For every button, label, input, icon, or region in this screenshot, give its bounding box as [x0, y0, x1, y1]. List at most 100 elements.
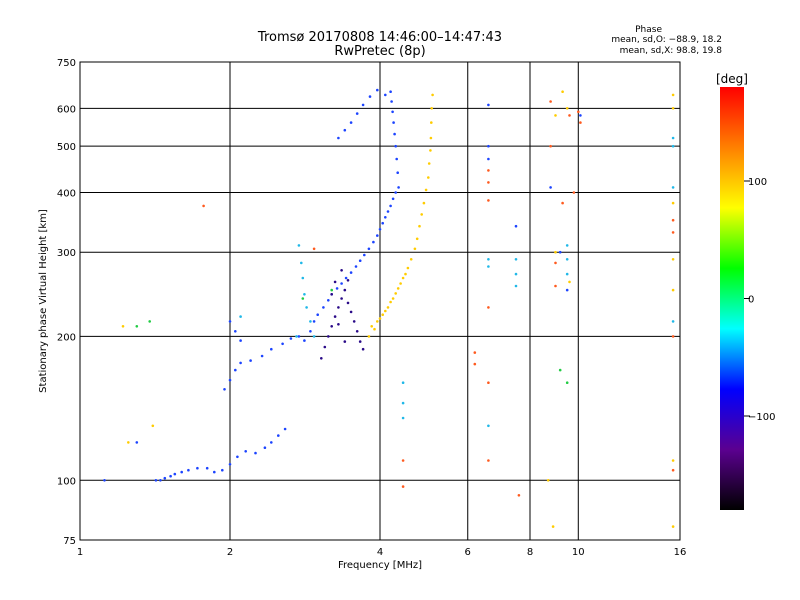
data-point [487, 157, 490, 161]
data-point [228, 378, 232, 382]
data-point [671, 136, 675, 140]
data-point [244, 450, 247, 453]
data-point [671, 93, 675, 97]
series-group [121, 90, 675, 528]
data-point [554, 114, 557, 117]
data-point [322, 306, 325, 309]
data-point [270, 441, 273, 444]
data-point [565, 288, 569, 292]
data-point [415, 237, 419, 241]
y-axis-label: Stationary phase Virtual Height [km] [38, 209, 49, 393]
data-point [671, 459, 675, 462]
data-point [391, 297, 395, 300]
chart-subtitle: RwPretec (8p) [334, 44, 425, 59]
data-point [239, 361, 242, 365]
data-point [254, 451, 257, 455]
data-point [154, 479, 158, 482]
data-point [346, 301, 350, 305]
data-point [389, 300, 392, 304]
data-point [514, 272, 518, 276]
data-point [579, 121, 582, 124]
data-point [376, 320, 379, 323]
x-tick-label: 10 [572, 547, 585, 558]
data-point [343, 340, 347, 343]
series-group [320, 269, 365, 360]
data-point [239, 315, 242, 318]
data-point [384, 216, 387, 219]
data-point [277, 434, 280, 437]
data-point [554, 284, 557, 288]
data-point [391, 197, 395, 201]
data-point [671, 468, 675, 472]
data-point [577, 110, 580, 114]
data-point [409, 258, 413, 261]
data-point [671, 320, 675, 323]
x-tick-label: 8 [527, 547, 533, 558]
data-point [554, 250, 557, 254]
data-point [349, 121, 353, 124]
data-point [473, 351, 477, 354]
data-point [401, 459, 405, 462]
data-point [487, 258, 490, 261]
data-point [363, 253, 366, 257]
data-point [343, 128, 347, 132]
data-point [427, 176, 430, 179]
series-group [202, 100, 675, 497]
data-point [221, 468, 224, 472]
data-point [372, 240, 375, 244]
data-point [297, 244, 301, 247]
data-point [283, 427, 287, 431]
colorbar: [deg] 100 0 −100 [716, 72, 775, 510]
colorbar-label: [deg] [716, 72, 748, 86]
data-point [343, 288, 347, 292]
data-point [396, 171, 400, 174]
data-point [549, 186, 552, 189]
data-point [390, 100, 393, 103]
data-point [303, 339, 306, 342]
colorbar-ticks: 100 0 −100 [744, 177, 775, 423]
data-point [558, 250, 562, 254]
x-axis: 1 2 4 6 8 10 16 [77, 547, 687, 558]
data-point [565, 107, 569, 110]
data-point [487, 459, 490, 462]
data-point [301, 276, 305, 280]
data-point [327, 335, 330, 338]
data-point [393, 132, 396, 136]
data-point [671, 525, 675, 528]
data-point [384, 93, 387, 97]
data-point [295, 335, 298, 338]
data-point [487, 181, 490, 184]
data-point [568, 280, 571, 284]
grid-lines [80, 62, 680, 540]
data-point [173, 472, 177, 476]
data-point [558, 368, 562, 372]
series-group [103, 88, 582, 482]
data-point [376, 234, 379, 237]
data-point [301, 297, 305, 300]
data-point [180, 470, 183, 474]
data-point [429, 149, 432, 152]
data-point [340, 297, 343, 300]
data-point [671, 288, 675, 292]
data-point [487, 381, 490, 385]
y-tick-label: 100 [57, 476, 76, 487]
data-point [395, 157, 399, 161]
data-point [312, 247, 316, 251]
data-point [316, 313, 320, 317]
data-point [187, 468, 190, 472]
data-point [671, 218, 675, 222]
data-point [514, 224, 518, 228]
data-point [546, 479, 550, 482]
data-point [487, 306, 490, 309]
data-point [404, 272, 407, 276]
data-point [579, 114, 582, 117]
data-point [394, 144, 398, 148]
data-point [169, 474, 172, 478]
data-point [671, 186, 675, 189]
data-point [312, 335, 316, 338]
data-point [401, 485, 405, 488]
data-point [196, 466, 199, 470]
data-point [373, 327, 376, 331]
phase-info-title: Phase [635, 25, 662, 35]
